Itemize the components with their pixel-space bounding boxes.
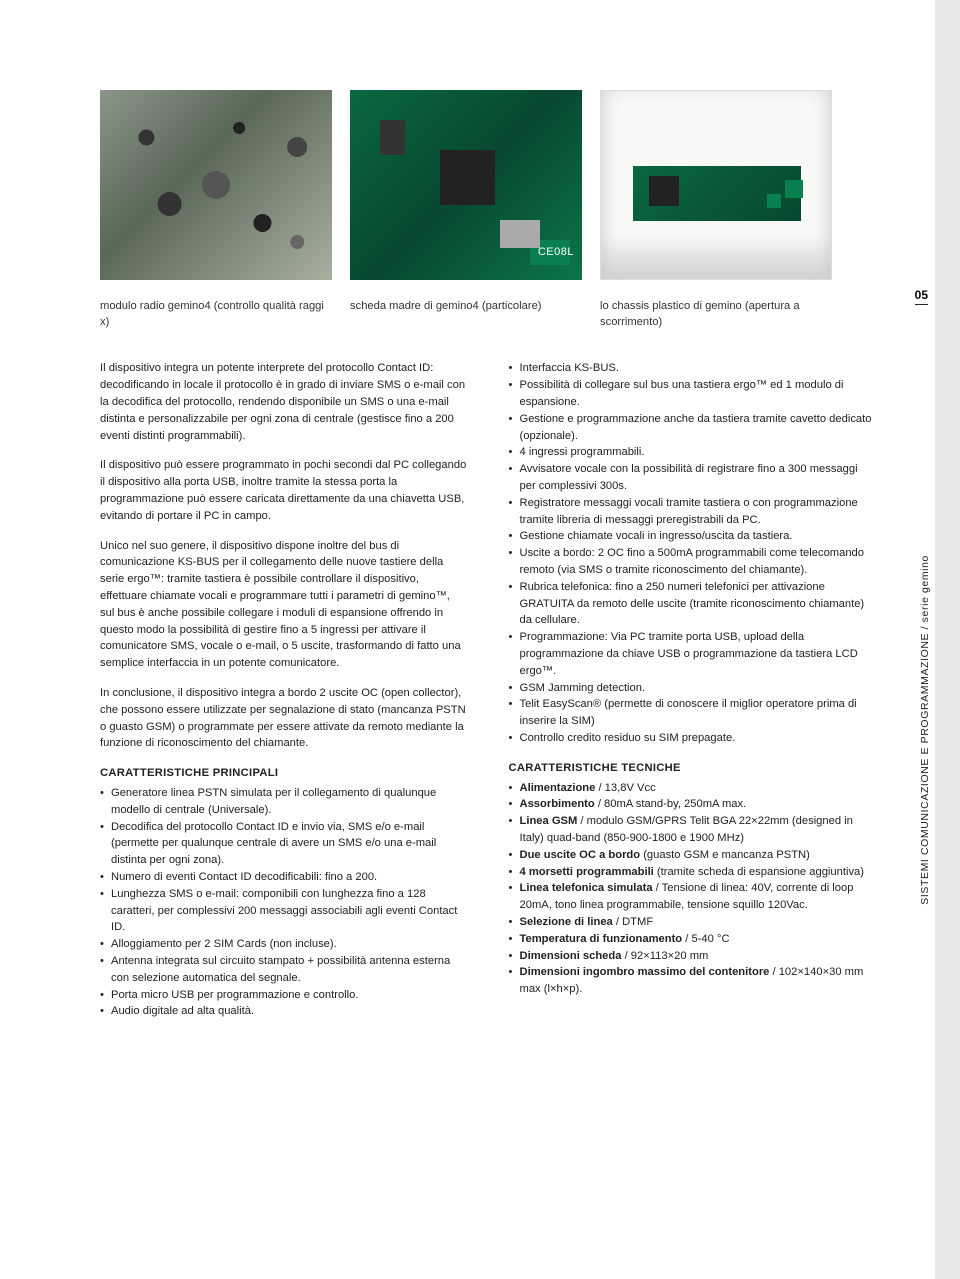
tech-value: / 92×113×20 mm [621, 950, 708, 962]
caption-3: lo chassis plastico di gemino (apertura … [600, 298, 832, 330]
feature-item: Avvisatore vocale con la possibilità di … [509, 461, 876, 495]
principal-item: Numero di eventi Contact ID decodificabi… [100, 869, 467, 886]
image-chassis [600, 90, 832, 280]
tech-value: / DTMF [613, 916, 653, 928]
tech-item: Selezione di linea / DTMF [509, 914, 876, 931]
column-right: Interfaccia KS-BUS.Possibilità di colleg… [509, 360, 876, 1033]
tech-list: Alimentazione / 13,8V VccAssorbimento / … [509, 780, 876, 998]
para-4: In conclusione, il dispositivo integra a… [100, 685, 467, 752]
tech-label: Selezione di linea [520, 916, 613, 928]
principal-item: Antenna integrata sul circuito stampato … [100, 953, 467, 987]
tech-label: Due uscite OC a bordo [520, 849, 641, 861]
tech-item: Linea GSM / modulo GSM/GPRS Telit BGA 22… [509, 813, 876, 847]
column-left: Il dispositivo integra un potente interp… [100, 360, 467, 1033]
tech-title: CARATTERISTICHE TECNICHE [509, 760, 876, 777]
tech-item: Assorbimento / 80mA stand-by, 250mA max. [509, 796, 876, 813]
feature-item: Gestione chiamate vocali in ingresso/usc… [509, 528, 876, 545]
tech-item: Temperatura di funzionamento / 5-40 °C [509, 931, 876, 948]
principal-item: Generatore linea PSTN simulata per il co… [100, 785, 467, 819]
tech-label: Linea telefonica simulata [520, 882, 653, 894]
caption-1: modulo radio gemino4 (controllo qualità … [100, 298, 332, 330]
tech-item: 4 morsetti programmabili (tramite scheda… [509, 864, 876, 881]
feature-item: 4 ingressi programmabili. [509, 444, 876, 461]
feature-item: Interfaccia KS-BUS. [509, 360, 876, 377]
tech-label: 4 morsetti programmabili [520, 866, 654, 878]
feature-item: Registratore messaggi vocali tramite tas… [509, 495, 876, 529]
tech-value: / 80mA stand-by, 250mA max. [595, 798, 747, 810]
body-columns: Il dispositivo integra un potente interp… [100, 360, 875, 1033]
feature-item: Gestione e programmazione anche da tasti… [509, 411, 876, 445]
tech-label: Alimentazione [520, 782, 596, 794]
feature-item: Controllo credito residuo su SIM prepaga… [509, 730, 876, 747]
captions-row: modulo radio gemino4 (controllo qualità … [100, 298, 875, 330]
tech-label: Dimensioni ingombro massimo del contenit… [520, 966, 770, 978]
tech-item: Linea telefonica simulata / Tensione di … [509, 880, 876, 914]
principal-title: CARATTERISTICHE PRINCIPALI [100, 765, 467, 782]
para-1: Il dispositivo integra un potente interp… [100, 360, 467, 444]
tech-value: (tramite scheda di espansione aggiuntiva… [654, 866, 864, 878]
para-3: Unico nel suo genere, il dispositivo dis… [100, 538, 467, 672]
tech-item: Dimensioni ingombro massimo del contenit… [509, 964, 876, 998]
principal-list: Generatore linea PSTN simulata per il co… [100, 785, 467, 1020]
principal-item: Porta micro USB per programmazione e con… [100, 987, 467, 1004]
sidebar: 05 SISTEMI COMUNICAZIONE E PROGRAMMAZION… [903, 290, 925, 820]
feature-item: GSM Jamming detection. [509, 680, 876, 697]
tech-value: (guasto GSM e mancanza PSTN) [640, 849, 810, 861]
sidebar-label: SISTEMI COMUNICAZIONE E PROGRAMMAZIONE /… [919, 555, 931, 905]
tech-label: Assorbimento [520, 798, 595, 810]
feature-item: Programmazione: Via PC tramite porta USB… [509, 629, 876, 679]
product-images-row [100, 0, 875, 280]
image-motherboard [350, 90, 582, 280]
catalog-page: modulo radio gemino4 (controllo qualità … [0, 0, 935, 1279]
image-xray-module [100, 90, 332, 280]
principal-item: Audio digitale ad alta qualità. [100, 1003, 467, 1020]
tech-label: Linea GSM [520, 815, 578, 827]
tech-label: Dimensioni scheda [520, 950, 622, 962]
caption-2: scheda madre di gemino4 (particolare) [350, 298, 582, 330]
principal-item: Alloggiamento per 2 SIM Cards (non inclu… [100, 936, 467, 953]
para-2: Il dispositivo può essere programmato in… [100, 457, 467, 524]
tech-item: Dimensioni scheda / 92×113×20 mm [509, 948, 876, 965]
feature-item: Possibilità di collegare sul bus una tas… [509, 377, 876, 411]
page-number: 05 [915, 288, 928, 305]
features-list: Interfaccia KS-BUS.Possibilità di colleg… [509, 360, 876, 746]
principal-item: Lunghezza SMS o e-mail: componibili con … [100, 886, 467, 936]
feature-item: Rubrica telefonica: fino a 250 numeri te… [509, 579, 876, 629]
tech-value: / 13,8V Vcc [595, 782, 655, 794]
tech-item: Due uscite OC a bordo (guasto GSM e manc… [509, 847, 876, 864]
feature-item: Uscite a bordo: 2 OC fino a 500mA progra… [509, 545, 876, 579]
tech-label: Temperatura di funzionamento [520, 933, 683, 945]
tech-value: / 5-40 °C [682, 933, 729, 945]
principal-item: Decodifica del protocollo Contact ID e i… [100, 819, 467, 869]
feature-item: Telit EasyScan® (permette di conoscere i… [509, 696, 876, 730]
tech-item: Alimentazione / 13,8V Vcc [509, 780, 876, 797]
